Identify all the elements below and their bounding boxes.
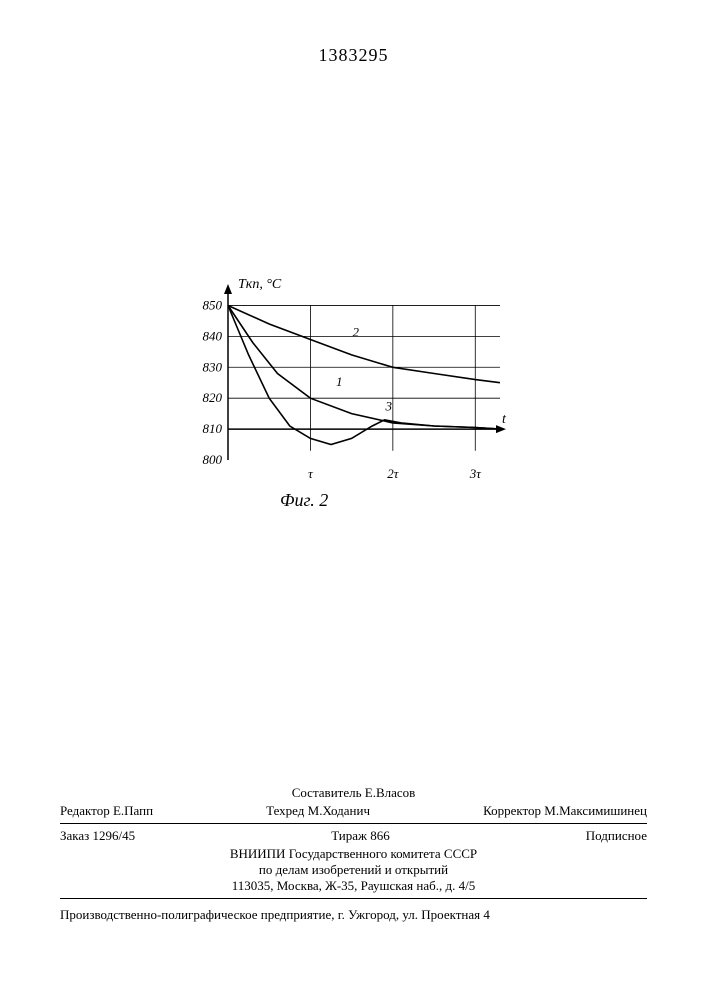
svg-text:840: 840 <box>203 328 223 343</box>
svg-text:τ: τ <box>308 466 314 481</box>
org-line-2: по делам изобретений и открытий <box>60 862 647 878</box>
svg-text:2τ: 2τ <box>387 466 400 481</box>
svg-text:3: 3 <box>384 399 392 414</box>
editor: Редактор Е.Папп <box>60 803 153 819</box>
svg-text:800: 800 <box>203 452 223 467</box>
svg-text:830: 830 <box>203 359 223 374</box>
corrector: Корректор М.Максимишинец <box>483 803 647 819</box>
compiler-line: Составитель Е.Власов <box>60 785 647 801</box>
svg-text:850: 850 <box>203 297 223 312</box>
tirage: Тираж 866 <box>331 828 390 844</box>
techred: Техред М.Ходанич <box>266 803 370 819</box>
footer: Составитель Е.Власов Редактор Е.Папп Тех… <box>60 785 647 923</box>
page-number: 1383295 <box>0 45 707 66</box>
order: Заказ 1296/45 <box>60 828 135 844</box>
figure-caption: Фиг. 2 <box>280 490 328 511</box>
credits-row: Редактор Е.Папп Техред М.Ходанич Коррект… <box>60 803 647 824</box>
chart-svg: 800 810 820 830 840 850 τ 2τ 3τ Tкп, °C t 1 2 3 <box>180 270 510 490</box>
printer-line: Производственно-полиграфическое предприя… <box>60 907 647 923</box>
org-address: 113035, Москва, Ж-35, Раушская наб., д. … <box>60 878 647 894</box>
svg-text:3τ: 3τ <box>469 466 483 481</box>
svg-text:810: 810 <box>203 421 223 436</box>
svg-text:1: 1 <box>336 374 343 389</box>
org-block: ВНИИПИ Государственного комитета СССР по… <box>60 846 647 899</box>
org-line-1: ВНИИПИ Государственного комитета СССР <box>60 846 647 862</box>
svg-text:820: 820 <box>203 390 223 405</box>
svg-text:2: 2 <box>353 324 360 339</box>
subscription: Подписное <box>586 828 647 844</box>
order-row: Заказ 1296/45 Тираж 866 Подписное <box>60 828 647 846</box>
svg-text:t: t <box>502 412 507 427</box>
svg-text:Tкп, °C: Tкп, °C <box>238 277 282 292</box>
chart: 800 810 820 830 840 850 τ 2τ 3τ Tкп, °C t 1 2 3 <box>180 270 510 490</box>
